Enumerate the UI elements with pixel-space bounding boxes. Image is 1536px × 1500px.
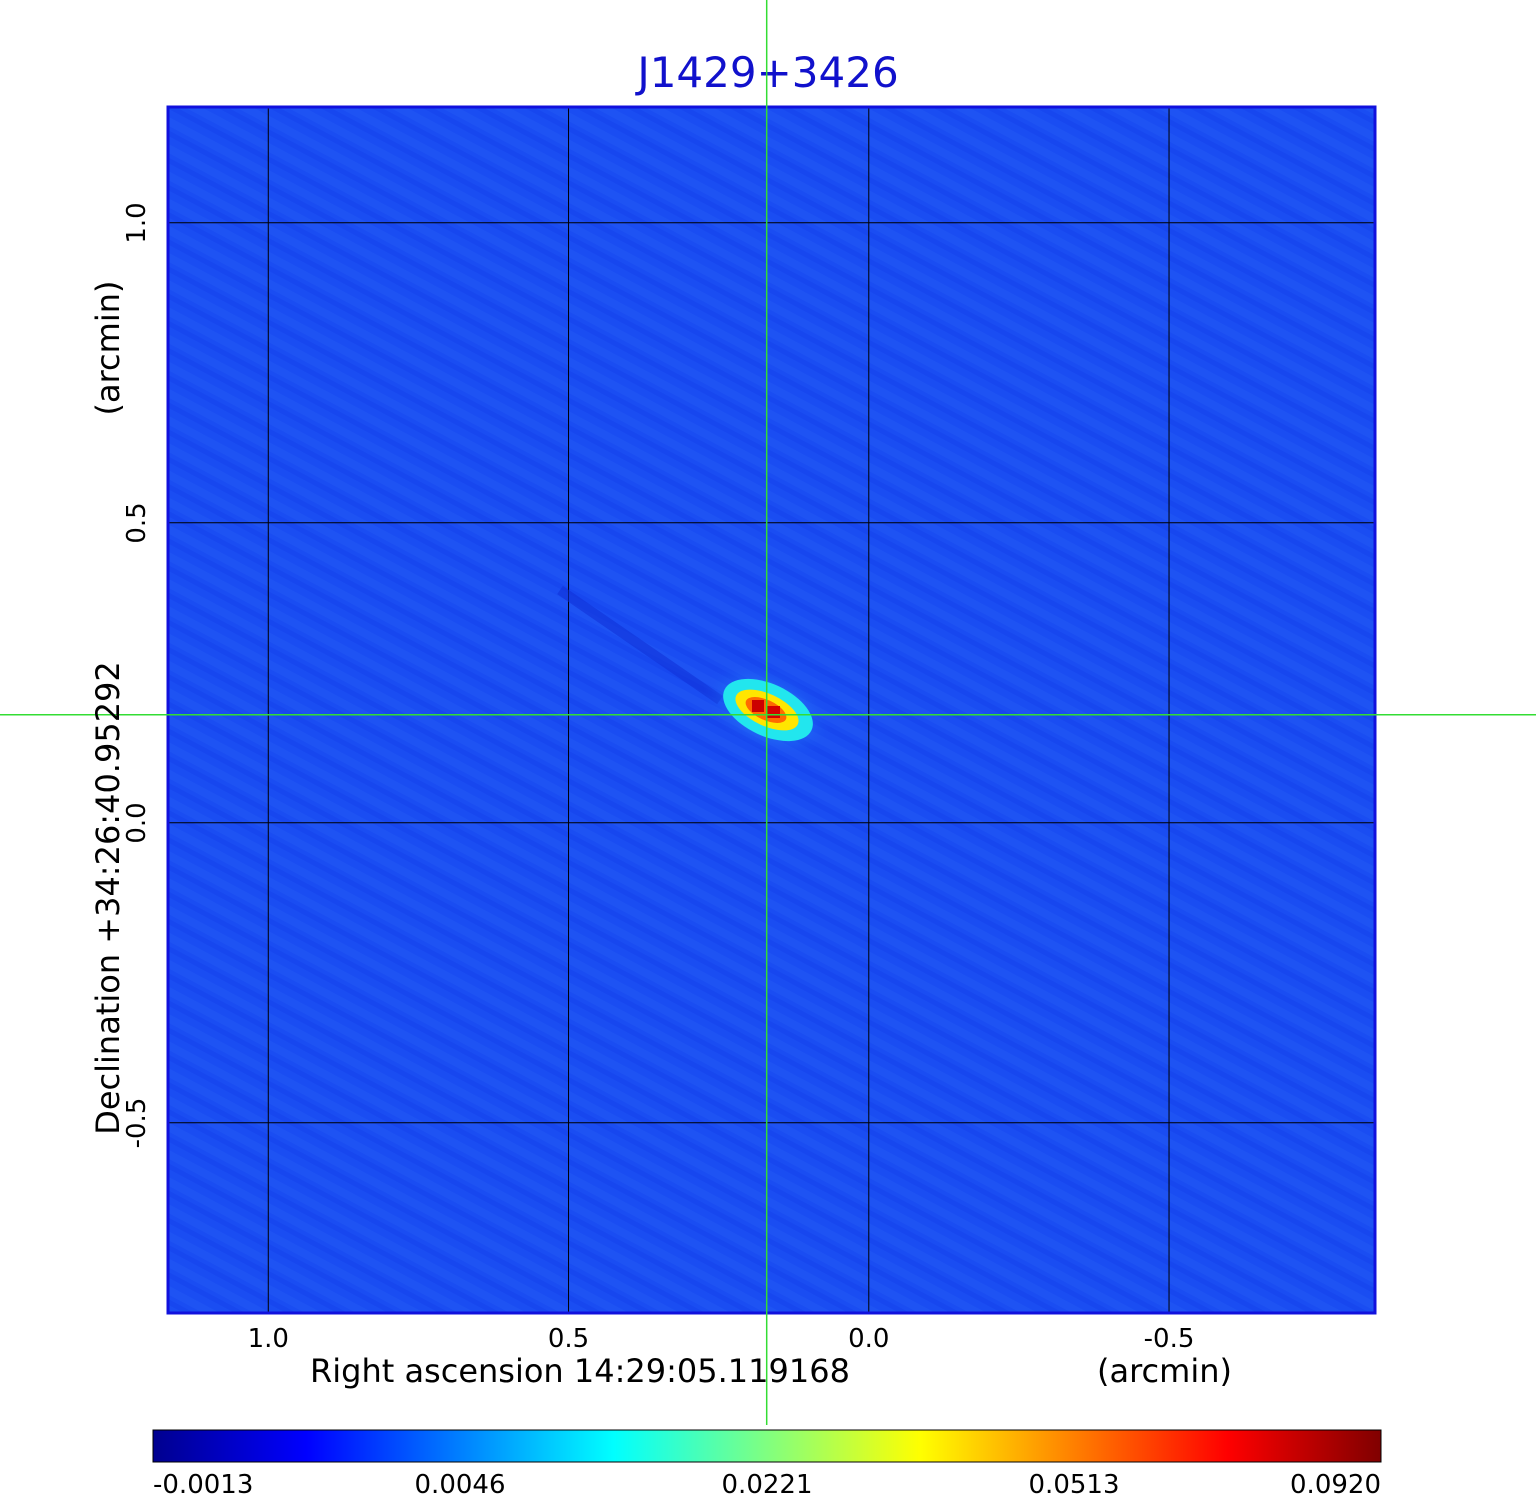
chart-title: J1429+3426 xyxy=(637,48,899,97)
streak-mark xyxy=(557,585,723,705)
x-tick-label: 0.5 xyxy=(547,1324,590,1354)
x-tick-label: 1.0 xyxy=(247,1324,289,1354)
colorbar-tick-label: 0.0046 xyxy=(414,1470,506,1500)
peak-pixel-mark xyxy=(752,700,764,712)
colorbar xyxy=(152,1429,1382,1463)
plot-frame xyxy=(166,105,1377,1315)
peak-pixel-mark xyxy=(766,706,780,718)
y-tick-label: 1.0 xyxy=(122,202,152,244)
x-axis-unit: (arcmin) xyxy=(1097,1352,1232,1390)
y-tick-label: 0.5 xyxy=(122,502,152,544)
colorbar-tick-label: 0.0221 xyxy=(721,1470,813,1500)
colorbar-tick-label: 0.0513 xyxy=(1028,1470,1120,1500)
y-axis-unit: (arcmin) xyxy=(89,280,127,416)
x-tick-label: -0.5 xyxy=(1143,1324,1195,1354)
x-tick-label: 0.0 xyxy=(848,1324,890,1354)
source-blob xyxy=(557,585,834,759)
colorbar-tick-label: 0.0920 xyxy=(1290,1470,1381,1500)
grid xyxy=(168,107,1375,1313)
y-axis-label: Declination +34:26:40.95292 xyxy=(89,661,127,1135)
colorbar-tick-label: -0.0013 xyxy=(153,1470,254,1500)
x-axis-label: Right ascension 14:29:05.119168 xyxy=(310,1352,850,1390)
